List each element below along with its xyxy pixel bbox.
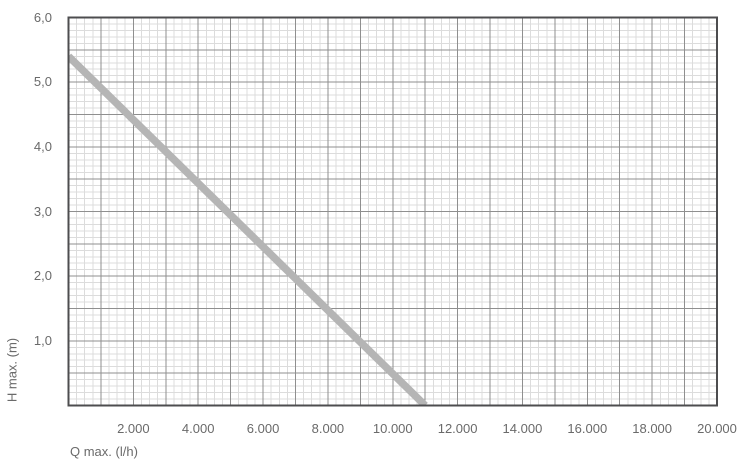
x-axis-title: Q max. (l/h) xyxy=(70,444,138,459)
x-tick-label: 20.000 xyxy=(697,421,737,436)
x-tick-label: 4.000 xyxy=(181,421,215,436)
x-tick-label: 16.000 xyxy=(567,421,608,436)
y-tick-label: 4,0 xyxy=(33,139,52,155)
x-tick-label: 8.000 xyxy=(311,421,345,436)
x-tick-label: 14.000 xyxy=(502,421,543,436)
x-tick-label: 10.000 xyxy=(372,421,413,436)
plot-border xyxy=(67,16,718,407)
y-tick-label: 2,0 xyxy=(33,268,52,284)
y-tick-label: 3,0 xyxy=(33,203,52,219)
y-tick-label: 6,0 xyxy=(33,9,52,25)
x-tick-label: 2.000 xyxy=(117,421,150,436)
x-tick-label: 6.000 xyxy=(246,421,280,436)
y-tick-label: 5,0 xyxy=(33,74,52,90)
x-tick-label: 18.000 xyxy=(632,421,673,436)
x-tick-label: 12.000 xyxy=(437,421,478,436)
performance-curve-line xyxy=(68,53,428,406)
y-tick-label: 1,0 xyxy=(33,333,52,349)
